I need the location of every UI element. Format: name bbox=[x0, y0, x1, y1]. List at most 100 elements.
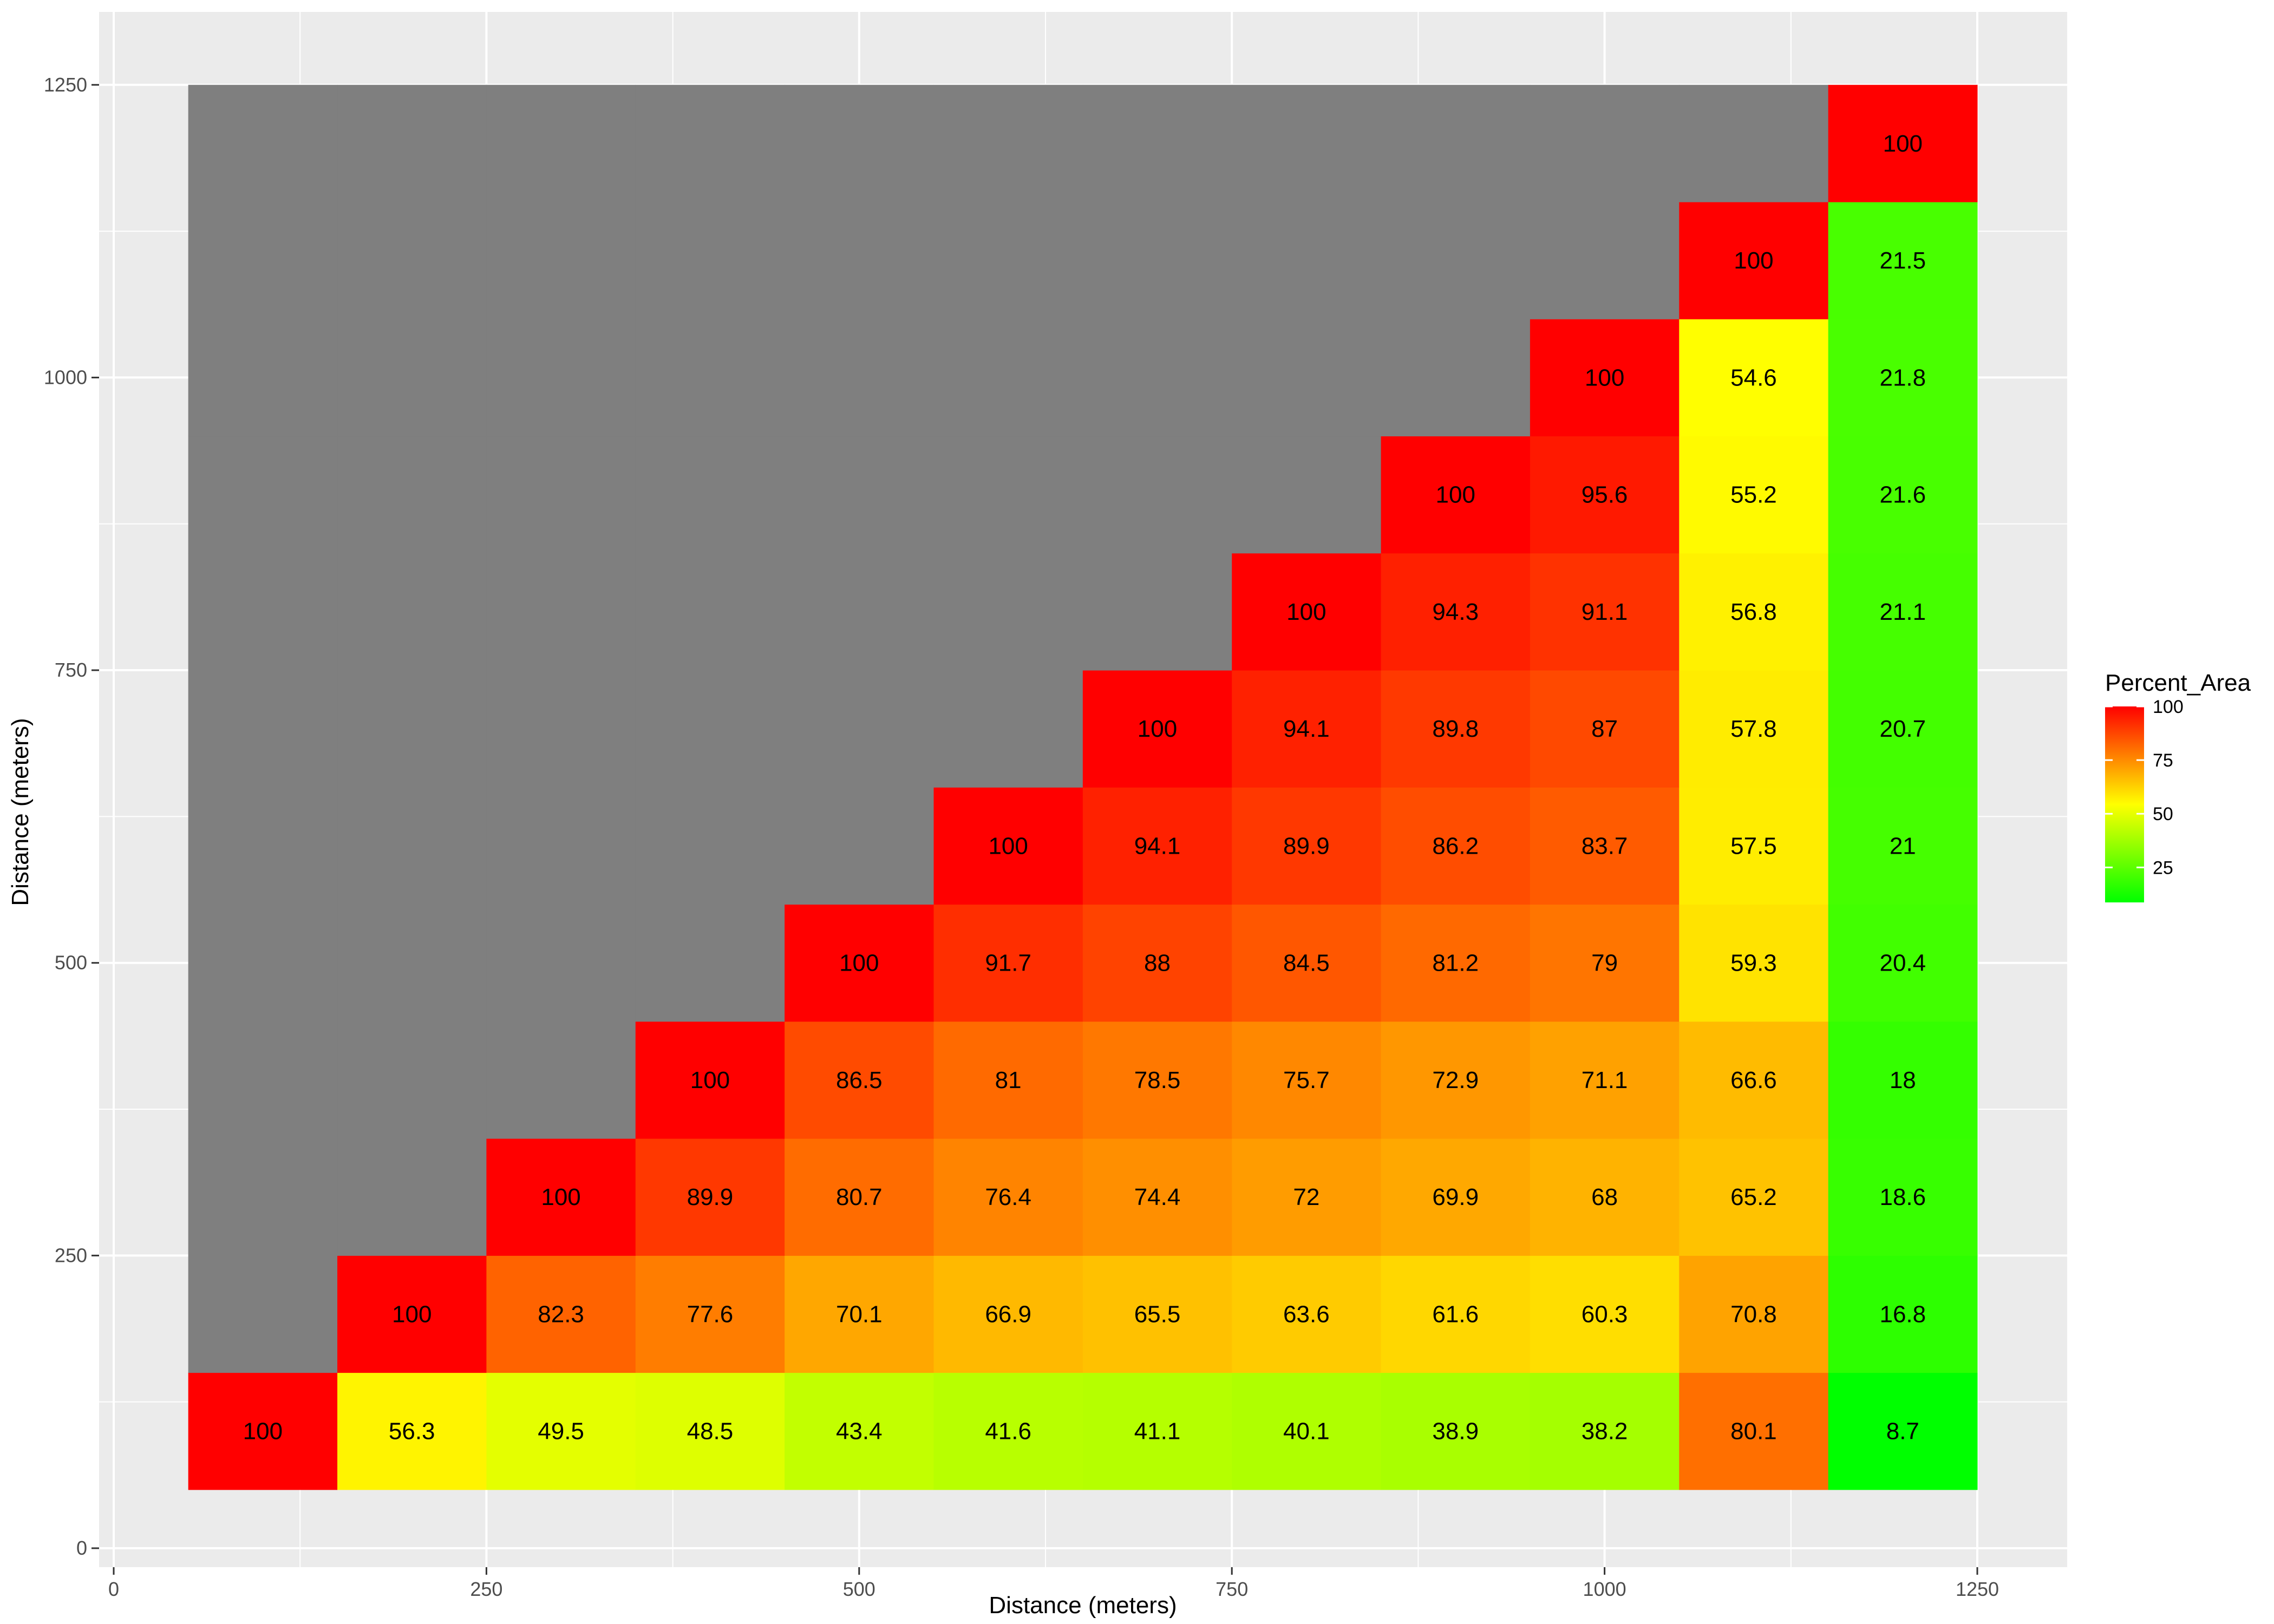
cell-value-label: 49.5 bbox=[538, 1418, 584, 1445]
heatmap-cell-missing bbox=[188, 319, 338, 437]
heatmap-cell bbox=[785, 904, 934, 1022]
cell-value-label: 95.6 bbox=[1582, 482, 1628, 508]
heatmap-cell bbox=[1530, 553, 1680, 671]
cell-value-label: 94.1 bbox=[1134, 833, 1181, 859]
heatmap-cell bbox=[635, 1021, 785, 1139]
heatmap-cell-missing bbox=[188, 1255, 338, 1373]
heatmap-cell-missing bbox=[1082, 84, 1232, 202]
x-tick-label: 1000 bbox=[1583, 1578, 1626, 1600]
cell-value-label: 21.1 bbox=[1879, 599, 1926, 625]
cell-value-label: 72.9 bbox=[1432, 1067, 1479, 1093]
cell-value-label: 20.4 bbox=[1879, 950, 1926, 977]
cell-value-label: 56.8 bbox=[1730, 599, 1777, 625]
cell-value-label: 83.7 bbox=[1582, 833, 1628, 859]
y-tick-label: 250 bbox=[55, 1244, 87, 1266]
x-tick-label: 250 bbox=[470, 1578, 502, 1600]
heatmap-cell bbox=[1381, 553, 1531, 671]
cell-value-label: 60.3 bbox=[1582, 1301, 1628, 1327]
heatmap-cell-missing bbox=[1530, 84, 1680, 202]
heatmap-cell bbox=[1679, 202, 1829, 319]
heatmap-cell bbox=[933, 1138, 1083, 1256]
cell-value-label: 21 bbox=[1890, 833, 1916, 859]
heatmap-cell-missing bbox=[635, 904, 785, 1022]
cell-value-label: 38.9 bbox=[1432, 1418, 1479, 1445]
heatmap-cell-missing bbox=[635, 553, 785, 671]
heatmap-cell-missing bbox=[933, 202, 1083, 319]
heatmap-cell bbox=[1828, 1255, 1978, 1373]
heatmap-cell-missing bbox=[635, 202, 785, 319]
cell-value-label: 94.1 bbox=[1283, 716, 1330, 742]
heatmap-cell bbox=[1381, 436, 1531, 554]
cell-value-label: 80.7 bbox=[836, 1184, 883, 1210]
heatmap-cell bbox=[1828, 84, 1978, 202]
cell-value-label: 68 bbox=[1591, 1184, 1618, 1210]
cell-value-label: 20.7 bbox=[1879, 716, 1926, 742]
cell-value-label: 18.6 bbox=[1879, 1184, 1926, 1210]
heatmap-cell-missing bbox=[1381, 84, 1531, 202]
heatmap-cell bbox=[785, 1138, 934, 1256]
heatmap-cell-missing bbox=[337, 319, 487, 437]
cell-value-label: 82.3 bbox=[538, 1301, 584, 1327]
heatmap-cell-missing bbox=[785, 202, 934, 319]
heatmap-cell bbox=[1679, 436, 1829, 554]
heatmap-cell bbox=[486, 1372, 636, 1490]
heatmap-cell bbox=[1530, 1372, 1680, 1490]
cell-value-label: 77.6 bbox=[687, 1301, 734, 1327]
heatmap-cell-missing bbox=[486, 904, 636, 1022]
cell-value-label: 70.8 bbox=[1730, 1301, 1777, 1327]
heatmap-cell-missing bbox=[635, 84, 785, 202]
cell-value-label: 40.1 bbox=[1283, 1418, 1330, 1445]
cell-value-label: 41.6 bbox=[985, 1418, 1031, 1445]
cell-value-label: 89.8 bbox=[1432, 716, 1479, 742]
heatmap-cell bbox=[1828, 202, 1978, 319]
heatmap-cell-missing bbox=[337, 1021, 487, 1139]
heatmap-cell bbox=[1828, 1021, 1978, 1139]
heatmap-cell-missing bbox=[337, 553, 487, 671]
heatmap-cell-missing bbox=[933, 84, 1083, 202]
cell-value-label: 100 bbox=[1585, 364, 1624, 391]
heatmap-cell-missing bbox=[486, 436, 636, 554]
heatmap-cell bbox=[1530, 904, 1680, 1022]
y-tick-label: 500 bbox=[55, 952, 87, 974]
heatmap-cell-missing bbox=[486, 202, 636, 319]
heatmap-cell bbox=[1679, 319, 1829, 437]
heatmap-cell bbox=[1232, 1372, 1382, 1490]
heatmap-cell-missing bbox=[785, 553, 934, 671]
heatmap-cell-missing bbox=[1082, 553, 1232, 671]
color-legend: Percent_Area 25 50 75 100 bbox=[2105, 670, 2251, 902]
heatmap-cell bbox=[1679, 1255, 1829, 1373]
heatmap-cell-missing bbox=[337, 1138, 487, 1256]
y-tick-label: 750 bbox=[55, 659, 87, 681]
cell-value-label: 63.6 bbox=[1283, 1301, 1330, 1327]
cell-value-label: 66.9 bbox=[985, 1301, 1031, 1327]
heatmap-cell bbox=[1828, 787, 1978, 905]
cell-value-label: 100 bbox=[988, 833, 1028, 859]
heatmap-cell-missing bbox=[486, 553, 636, 671]
heatmap-cell bbox=[1530, 319, 1680, 437]
x-tick-label: 1250 bbox=[1956, 1578, 1999, 1600]
heatmap-cell-missing bbox=[337, 436, 487, 554]
cell-value-label: 86.5 bbox=[836, 1067, 883, 1093]
cell-value-label: 91.1 bbox=[1582, 599, 1628, 625]
heatmap-cell-missing bbox=[1381, 202, 1531, 319]
legend-colorbar bbox=[2105, 706, 2144, 902]
heatmap-cell bbox=[635, 1372, 785, 1490]
heatmap-cell bbox=[1679, 787, 1829, 905]
heatmap-cell-missing bbox=[785, 787, 934, 905]
heatmap-cell-missing bbox=[785, 670, 934, 788]
legend-tick-label: 50 bbox=[2153, 804, 2173, 824]
heatmap-cell-missing bbox=[1381, 319, 1531, 437]
heatmap-cell-missing bbox=[933, 436, 1083, 554]
cell-value-label: 69.9 bbox=[1432, 1184, 1479, 1210]
cell-value-label: 57.5 bbox=[1730, 833, 1777, 859]
heatmap-cell-missing bbox=[1232, 436, 1382, 554]
heatmap-cell bbox=[1082, 1372, 1232, 1490]
heatmap-cell-missing bbox=[486, 670, 636, 788]
heatmap-cell bbox=[1381, 904, 1531, 1022]
cell-value-label: 100 bbox=[541, 1184, 580, 1210]
cell-value-label: 21.6 bbox=[1879, 482, 1926, 508]
heatmap-cell bbox=[1530, 1021, 1680, 1139]
heatmap-cell-missing bbox=[188, 670, 338, 788]
cell-value-label: 100 bbox=[243, 1418, 283, 1445]
legend-title: Percent_Area bbox=[2105, 670, 2251, 696]
